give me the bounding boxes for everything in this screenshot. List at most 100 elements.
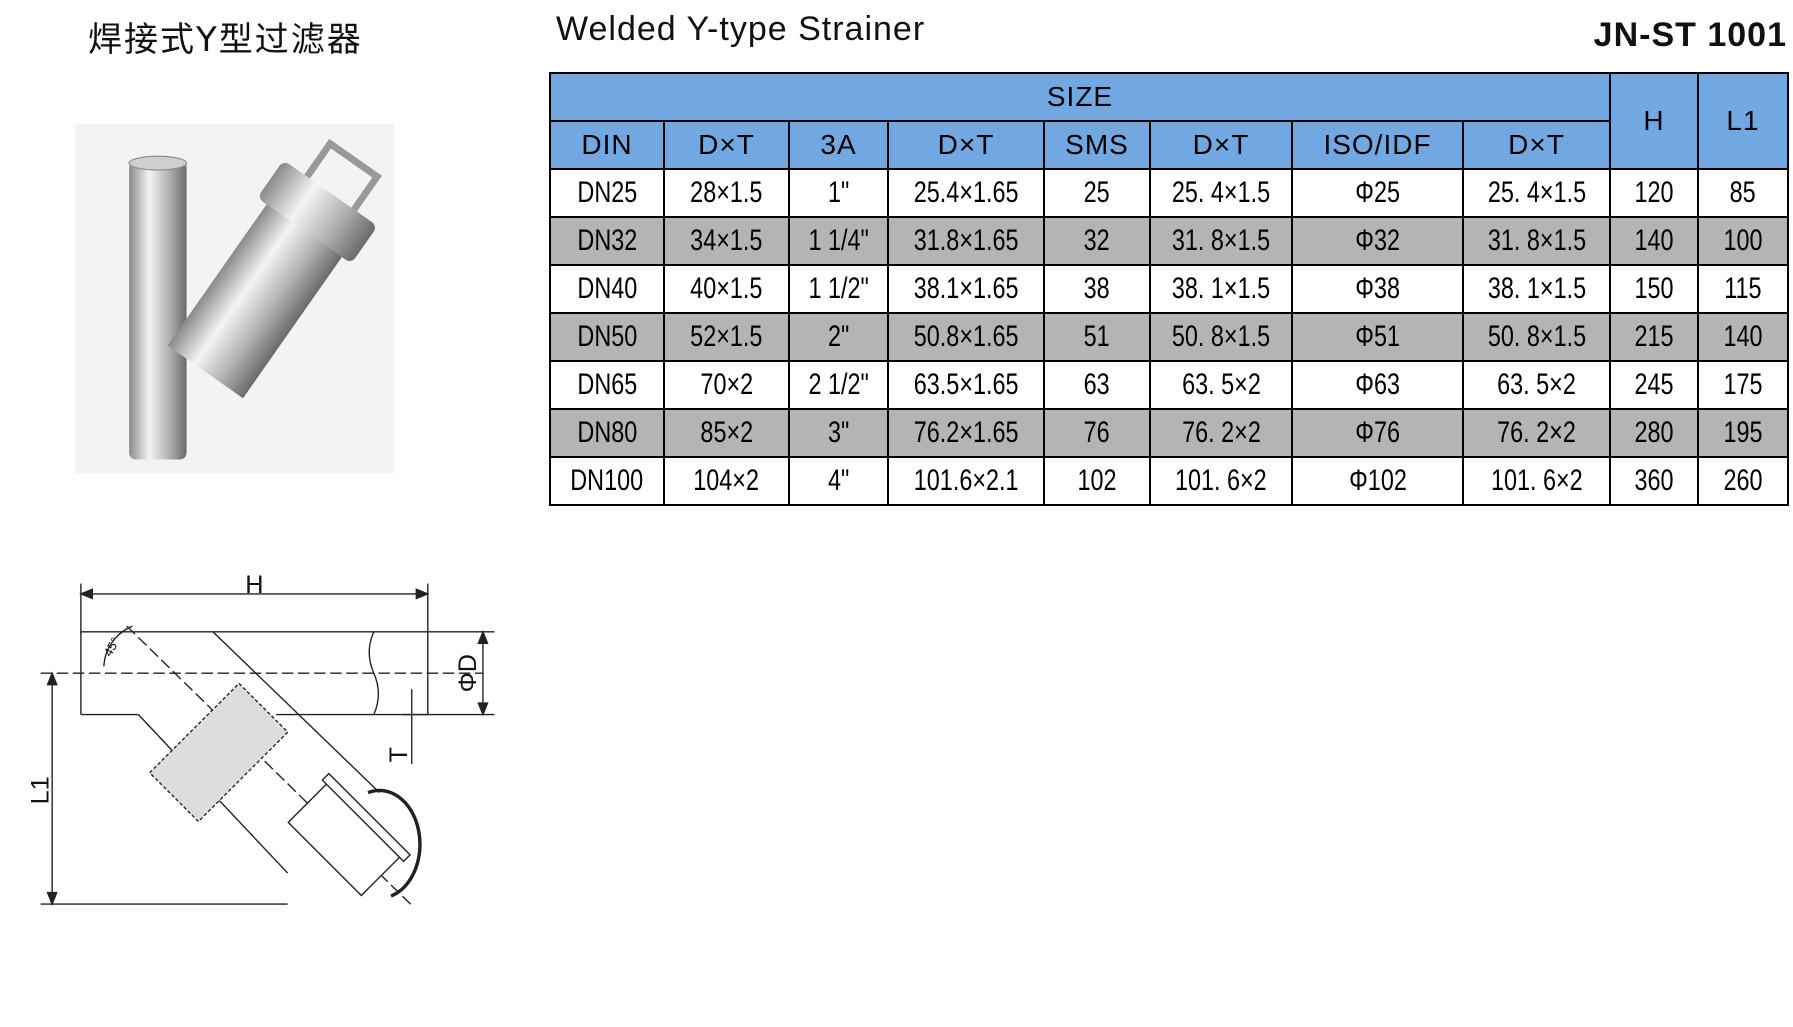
table-cell: Φ102 — [1291, 456, 1464, 506]
table-cell: 38 — [1043, 264, 1151, 314]
product-code: JN-ST 1001 — [1593, 16, 1787, 54]
table-cell: 140 — [1609, 216, 1699, 266]
cell-text: Φ63 — [1355, 368, 1400, 401]
column-header: 3A — [788, 120, 889, 170]
table-cell: 52×1.5 — [663, 312, 790, 362]
header-row: SIZE H L1 — [549, 72, 1789, 170]
table-cell: Φ32 — [1291, 216, 1464, 266]
table-cell: 3" — [788, 408, 889, 458]
table-cell: 101. 6×2 — [1149, 456, 1293, 506]
cell-text: 120 — [1634, 176, 1674, 209]
table-cell: 25 — [1043, 168, 1151, 218]
table-cell: 85×2 — [663, 408, 790, 458]
cell-text: DN50 — [577, 320, 637, 353]
table-cell: 140 — [1697, 312, 1789, 362]
table-cell: 1 1/4" — [788, 216, 889, 266]
table-cell: Φ38 — [1291, 264, 1464, 314]
table-cell: Φ63 — [1291, 360, 1464, 410]
cell-text: 52×1.5 — [690, 320, 763, 353]
cell-text: 76. 2×2 — [1181, 416, 1261, 449]
dim-label: H — [245, 571, 263, 599]
table-cell: 102 — [1043, 456, 1151, 506]
cell-text: Φ76 — [1355, 416, 1400, 449]
table-cell: 38. 1×1.5 — [1149, 264, 1293, 314]
cell-text: 101. 6×2 — [1175, 464, 1267, 497]
table-cell: 280 — [1609, 408, 1699, 458]
table-cell: 63. 5×2 — [1149, 360, 1293, 410]
title-en: Welded Y-type Strainer — [556, 10, 926, 48]
cell-text: 102 — [1077, 464, 1117, 497]
table-cell: 40×1.5 — [663, 264, 790, 314]
cell-text: 63. 5×2 — [1497, 368, 1576, 401]
table-cell: 28×1.5 — [663, 168, 790, 218]
cell-text: 195 — [1723, 416, 1763, 449]
table-cell: 31. 8×1.5 — [1149, 216, 1293, 266]
table-cell: 25. 4×1.5 — [1149, 168, 1293, 218]
cell-text: Φ51 — [1355, 320, 1400, 353]
cell-text: 38. 1×1.5 — [1171, 272, 1271, 305]
cell-text: 63. 5×2 — [1181, 368, 1261, 401]
table-cell: 1 1/2" — [788, 264, 889, 314]
table-cell: 76 — [1043, 408, 1151, 458]
table-cell: 85 — [1697, 168, 1789, 218]
column-header: H — [1609, 72, 1699, 170]
cell-text: 25. 4×1.5 — [1171, 176, 1271, 209]
column-header: D×T — [1149, 120, 1293, 170]
column-header: SMS — [1043, 120, 1151, 170]
header-row: DIN D×T 3A D×T SMS D×T ISO/IDF D×T — [549, 120, 1788, 170]
table-cell: 101.6×2.1 — [887, 456, 1045, 506]
table-row: DN80 85×2 3" 76.2×1.65 76 76. 2×2 Φ76 76. 2×2 28… — [549, 408, 1789, 458]
cell-text: 31. 8×1.5 — [1171, 224, 1271, 257]
title-cn: 焊接式Y型过滤器 — [88, 20, 363, 60]
cell-text: 63 — [1083, 368, 1111, 401]
table-cell: 38. 1×1.5 — [1462, 264, 1611, 314]
cell-text: 104×2 — [693, 464, 760, 497]
cell-text: Φ25 — [1355, 176, 1400, 209]
cell-text: 38.1×1.65 — [913, 272, 1019, 305]
table-cell: 31. 8×1.5 — [1462, 216, 1611, 266]
table-row: DN100 104×2 4" 101.6×2.1 102 101. 6×2 Φ102 101.… — [549, 456, 1789, 506]
table-row: DN32 34×1.5 1 1/4" 31.8×1.65 32 31. 8×1.5 Φ32 3… — [549, 216, 1789, 266]
table-cell: DN65 — [549, 360, 665, 410]
table-row: DN40 40×1.5 1 1/2" 38.1×1.65 38 38. 1×1.5 Φ38 3… — [549, 264, 1789, 314]
cell-text: 50. 8×1.5 — [1171, 320, 1271, 353]
table-cell: 175 — [1697, 360, 1789, 410]
table-cell: 100 — [1697, 216, 1789, 266]
cell-text: 150 — [1634, 272, 1674, 305]
cell-text: 25.4×1.65 — [913, 176, 1019, 209]
table-cell: 260 — [1697, 456, 1789, 506]
column-header: DIN — [549, 120, 665, 170]
cell-text: 1" — [827, 176, 850, 209]
cell-text: 28×1.5 — [690, 176, 763, 209]
cell-text: 175 — [1723, 368, 1763, 401]
cell-text: 1 1/4" — [808, 224, 869, 257]
table-cell: 150 — [1609, 264, 1699, 314]
table-row: DN65 70×2 2 1/2" 63.5×1.65 63 63. 5×2 Φ63 63. 5… — [549, 360, 1789, 410]
cell-text: 63.5×1.65 — [913, 368, 1019, 401]
table-cell: 31.8×1.65 — [887, 216, 1045, 266]
cell-text: 101.6×2.1 — [913, 464, 1019, 497]
column-header: L1 — [1697, 72, 1789, 170]
table-cell: 51 — [1043, 312, 1151, 362]
dim-label: L1 — [27, 776, 55, 804]
group-header: SIZE — [549, 72, 1611, 122]
table-cell: 215 — [1609, 312, 1699, 362]
cell-text: DN40 — [577, 272, 637, 305]
cell-text: Φ38 — [1355, 272, 1400, 305]
cell-text: 85×2 — [700, 416, 753, 449]
table-cell: DN40 — [549, 264, 665, 314]
table-cell: 360 — [1609, 456, 1699, 506]
table-cell: 2 1/2" — [788, 360, 889, 410]
cell-text: DN100 — [570, 464, 644, 497]
table-cell: Φ51 — [1291, 312, 1464, 362]
table-row: DN25 28×1.5 1" 25.4×1.65 25 25. 4×1.5 Φ25 25. 4… — [549, 168, 1789, 218]
cell-text: DN32 — [577, 224, 637, 257]
cell-text: 34×1.5 — [690, 224, 763, 257]
table-cell: 32 — [1043, 216, 1151, 266]
cell-text: 31.8×1.65 — [913, 224, 1019, 257]
cell-text: 4" — [827, 464, 850, 497]
cell-text: 215 — [1634, 320, 1674, 353]
table-cell: 2" — [788, 312, 889, 362]
cell-text: 50.8×1.65 — [913, 320, 1019, 353]
cell-text: Φ32 — [1355, 224, 1400, 257]
